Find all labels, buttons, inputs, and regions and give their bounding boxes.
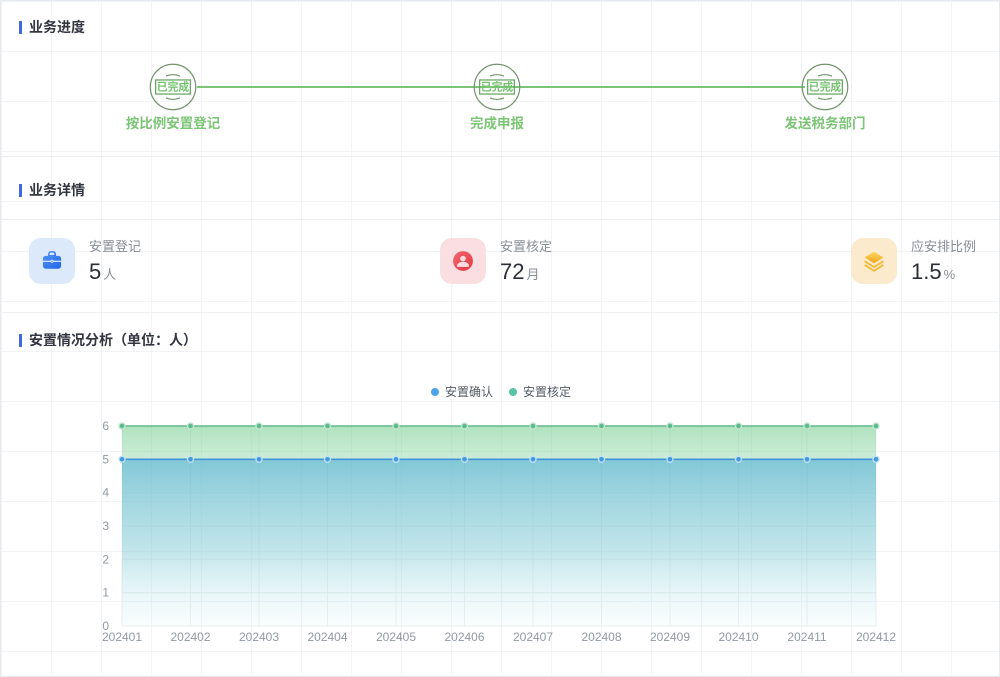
svg-text:202405: 202405 <box>376 630 416 644</box>
svg-text:202410: 202410 <box>718 630 758 644</box>
svg-text:202411: 202411 <box>787 630 826 644</box>
svg-text:202412: 202412 <box>856 630 896 644</box>
svg-text:2: 2 <box>102 552 109 566</box>
svg-text:3: 3 <box>102 519 109 533</box>
svg-text:202404: 202404 <box>307 630 347 644</box>
svg-text:202409: 202409 <box>650 630 690 644</box>
svg-text:已完成: 已完成 <box>481 79 514 95</box>
svg-text:5: 5 <box>102 452 109 466</box>
svg-text:202406: 202406 <box>444 630 484 644</box>
svg-text:已完成: 已完成 <box>809 79 842 95</box>
svg-text:6: 6 <box>102 419 109 433</box>
svg-text:已完成: 已完成 <box>157 79 190 95</box>
svg-text:202402: 202402 <box>170 630 210 644</box>
svg-text:202408: 202408 <box>581 630 621 644</box>
svg-text:4: 4 <box>102 486 109 500</box>
svg-text:202407: 202407 <box>513 630 553 644</box>
svg-text:202401: 202401 <box>102 630 142 644</box>
svg-text:202403: 202403 <box>239 630 279 644</box>
svg-text:1: 1 <box>102 586 109 600</box>
